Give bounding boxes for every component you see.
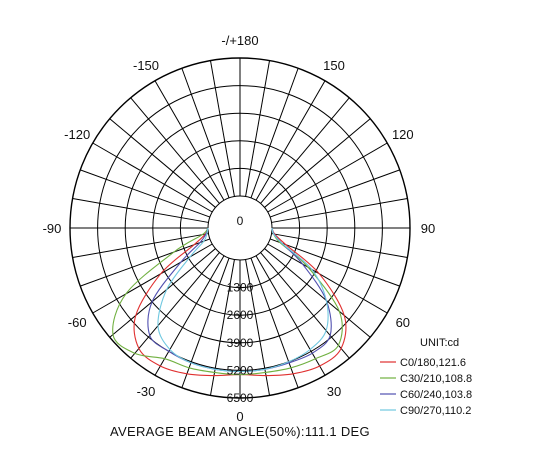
unit-label: UNIT:cd — [420, 337, 459, 349]
grid-spoke — [264, 248, 371, 338]
angle-label: 30 — [327, 384, 341, 399]
grid-spoke — [264, 118, 371, 208]
grid-spoke — [92, 243, 213, 314]
intensity-curves — [112, 227, 347, 377]
angle-label: -30 — [137, 384, 156, 399]
legend-label-2: C60/240,103.8 — [400, 389, 472, 401]
grid-spoke — [80, 238, 211, 287]
grid-spoke — [255, 255, 326, 376]
grid-spoke — [154, 255, 225, 376]
grid-spoke — [130, 252, 220, 359]
center-label: 0 — [237, 214, 244, 228]
grid-spoke — [80, 169, 211, 218]
grid-spoke — [271, 197, 408, 223]
grid-spoke — [109, 248, 216, 338]
grid-spoke — [209, 60, 235, 197]
beam-angle-footer: AVERAGE BEAM ANGLE(50%):111.1 DEG — [110, 424, 370, 439]
ring-label: 5200 — [227, 363, 254, 377]
grid-spoke — [255, 80, 326, 201]
polar-grid — [69, 57, 411, 399]
grid-spoke — [269, 169, 400, 218]
angle-label: -120 — [64, 127, 90, 142]
angle-label: -60 — [68, 315, 87, 330]
series-curve-3 — [157, 227, 329, 373]
grid-spoke — [181, 68, 230, 199]
angle-label: 60 — [396, 315, 410, 330]
angle-label: 0 — [236, 409, 243, 424]
legend: C0/180,121.6 C30/210,108.8 C60/240,103.8 C9… — [380, 357, 472, 417]
grid-spoke — [271, 233, 408, 259]
angle-label: -150 — [133, 58, 159, 73]
ring-label: 3900 — [227, 336, 254, 350]
ring-label: 2600 — [227, 308, 254, 322]
ring-label: 1300 — [227, 281, 254, 295]
ring-label: 6500 — [227, 391, 254, 405]
grid-spoke — [267, 243, 388, 314]
legend-label-1: C30/210,108.8 — [400, 373, 472, 385]
chart-labels: UNIT:cd AVERAGE BEAM ANGLE(50%):111.1 DE… — [43, 33, 460, 439]
grid-spoke — [250, 257, 299, 388]
angle-label: 120 — [392, 127, 414, 142]
grid-spoke — [109, 118, 216, 208]
grid-spoke — [260, 97, 350, 204]
angle-label: 150 — [323, 58, 345, 73]
grid-inner-circle — [207, 195, 273, 261]
angle-label: -90 — [43, 221, 62, 236]
grid-spoke — [181, 257, 230, 388]
legend-label-3: C90/270,110.2 — [400, 405, 471, 417]
grid-spoke — [250, 68, 299, 199]
angle-label: 90 — [421, 221, 435, 236]
series-curve-1 — [112, 227, 343, 376]
grid-spoke — [92, 142, 213, 213]
grid-spoke — [72, 233, 209, 259]
angle-label: -/+180 — [221, 33, 258, 48]
grid-spoke — [72, 197, 209, 223]
grid-spoke — [260, 252, 350, 359]
grid-spoke — [245, 60, 271, 197]
grid-spoke — [267, 142, 388, 213]
grid-spoke — [269, 238, 400, 287]
legend-label-0: C0/180,121.6 — [400, 357, 466, 369]
grid-spoke — [154, 80, 225, 201]
grid-spoke — [130, 97, 220, 204]
